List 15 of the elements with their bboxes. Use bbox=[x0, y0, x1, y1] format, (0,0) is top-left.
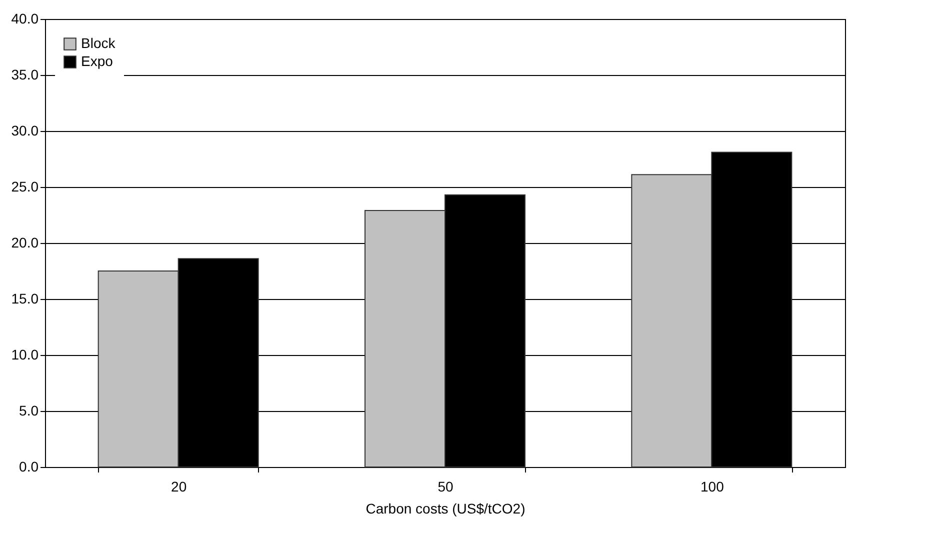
x-tick-label: 50 bbox=[438, 478, 454, 494]
y-tick-label: 15.0 bbox=[11, 290, 39, 306]
y-tick-label: 10.0 bbox=[11, 346, 39, 362]
y-tick-label: 40.0 bbox=[11, 10, 39, 26]
y-tick-label: 30.0 bbox=[11, 122, 39, 138]
y-tick-label: 35.0 bbox=[11, 66, 39, 82]
y-tick-label: 5.0 bbox=[19, 402, 39, 418]
y-tick-label: 20.0 bbox=[11, 234, 39, 250]
x-tick-label: 20 bbox=[171, 478, 187, 494]
x-axis-title: Carbon costs (US$/tCO2) bbox=[366, 500, 526, 516]
x-tick-label: 100 bbox=[700, 478, 724, 494]
y-tick-label: 0.0 bbox=[19, 458, 39, 474]
legend-label: Block bbox=[81, 35, 116, 51]
legend-label: Expo bbox=[81, 53, 114, 69]
y-tick-label: 25.0 bbox=[11, 178, 39, 194]
